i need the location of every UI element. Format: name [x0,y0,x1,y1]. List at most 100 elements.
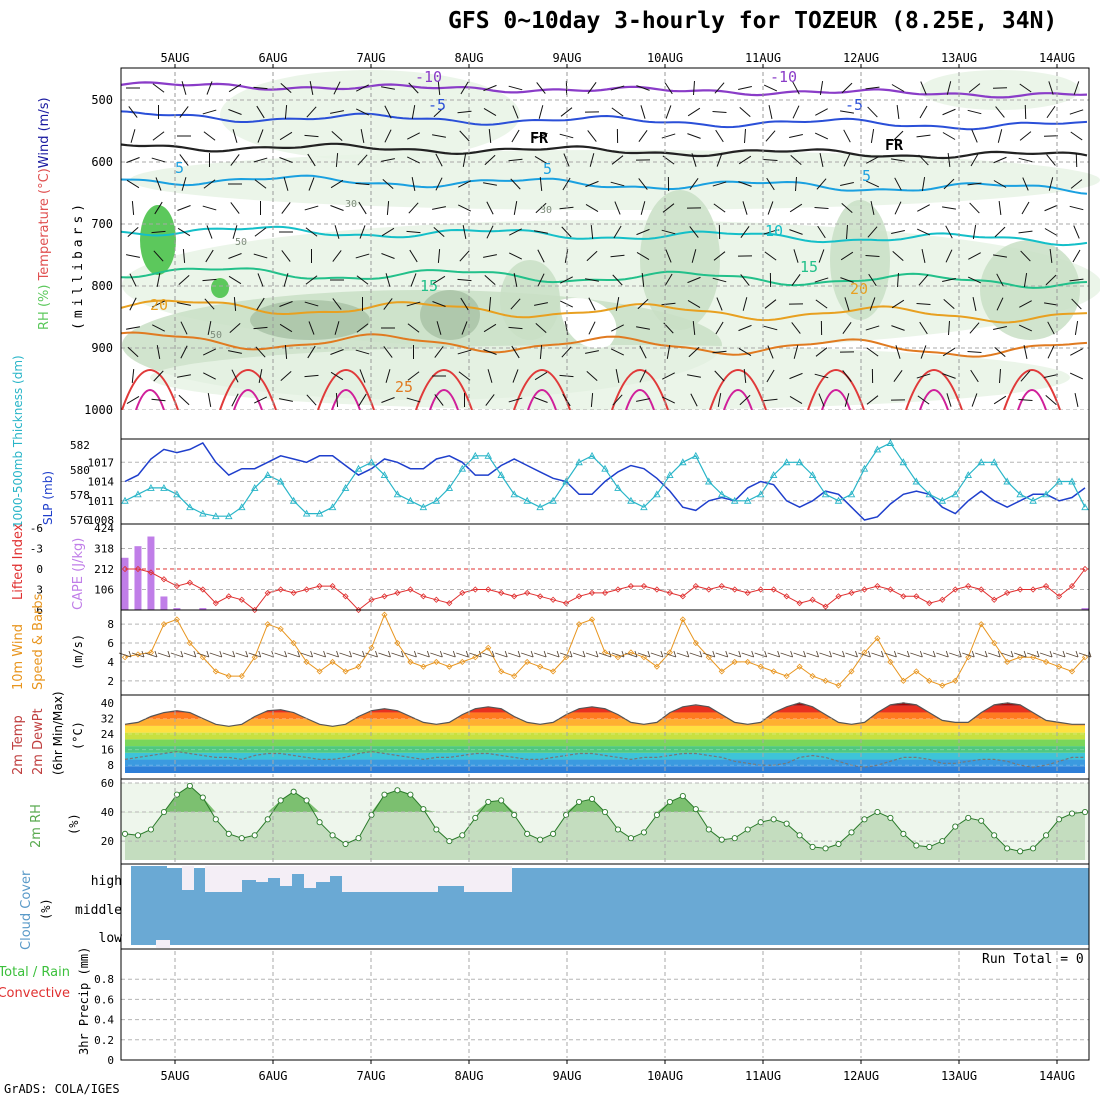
wind-speed-point [160,621,167,628]
thickness-point [302,509,311,517]
lifted-index-point [160,576,167,583]
wind-barb [766,177,775,191]
wind-barb [919,105,928,119]
thickness-point [938,496,947,504]
wind-speed-point [835,682,842,689]
slp-series-line [124,442,1086,521]
wind-barb [865,180,880,188]
wind-barb [587,82,597,94]
wind-barb [971,129,978,143]
rh-point [563,811,570,819]
wind-barb [411,105,416,119]
wind-barb [932,650,936,658]
wind-barb [742,201,748,215]
wind-barb [814,132,829,140]
rh-shading [500,260,560,340]
wind-speed-point [1030,654,1037,661]
panel-frame [120,523,1090,611]
wind-barb [767,345,774,359]
wind-barb [307,153,316,167]
wind-barb [687,299,701,309]
wind-barb [307,345,316,359]
wind-barb [203,372,216,380]
wind-barb [560,107,573,117]
thickness-point [873,445,882,453]
cloud-gap [205,878,228,892]
wind-barb [469,652,482,658]
temp-band [125,732,1085,740]
temp-tick-label: 32 [101,712,114,725]
wind-barb [1048,177,1054,191]
temp-tick-label: 16 [101,744,114,757]
wind-barb [153,250,164,262]
wind-barb [1072,249,1081,263]
wind-barb [816,178,827,190]
wind-speed-point [316,668,323,675]
wind-barb [407,132,420,140]
wind-speed-point [472,654,479,661]
wind-barb [942,108,956,116]
wind-barb [510,178,521,190]
thickness-point [808,471,817,479]
wind-barb [967,109,982,115]
thickness-point [1016,490,1024,498]
cloud-gap [292,866,304,874]
rh-point [796,832,803,839]
thickness-point [769,471,778,479]
wind-barb [457,204,472,212]
wind-barb [814,373,829,379]
wind-barb [585,203,599,213]
wind-speed-point [874,635,881,642]
rh-point [277,797,284,804]
wind-barb [177,374,191,378]
wind-barb [818,249,825,263]
wind-speed-point [459,658,466,666]
rh-point [576,798,583,805]
slp-tick-label: 1014 [88,476,115,489]
wind-barb [764,299,777,309]
wind-barb [590,224,594,240]
chart-title: GFS 0~10day 3-hourly for TOZEUR (8.25E, … [448,8,1058,34]
wind-barb [181,81,187,95]
thickness-point [354,464,363,472]
wind-axis-unit: (m/s) [71,634,85,670]
rh-point [537,836,544,843]
wind-speed-point [900,677,907,684]
cloud-cover-area [131,866,167,892]
thickness-point [964,471,973,479]
wind-barb [304,205,319,211]
wind-barb [614,201,621,215]
rh-point [861,816,868,823]
wind-barb [1019,131,1032,141]
wind-barb [488,128,492,144]
wind-barb [998,200,1002,216]
wind-barb [970,153,979,167]
wind-barb [936,652,949,658]
wind-barb [611,155,624,165]
wind-barb [486,225,494,239]
lifted-index-point [394,589,401,596]
wind-barb [245,650,249,658]
wind-barb [665,249,672,263]
day-label-top: 9AUG [553,51,582,65]
wind-barb [763,229,778,235]
wind-barb [715,321,724,335]
wind-barb [613,225,622,239]
wind-barb [306,394,317,406]
thickness-point [847,490,856,498]
wind-barb [330,349,344,355]
wind-barb [650,652,664,658]
lifted-index-point [913,593,920,600]
wind-barb [482,652,495,658]
lifted-index-point [1004,589,1011,596]
wind-barb [891,84,905,92]
wind-barb [126,395,140,405]
wind-barb [534,397,548,403]
rh-point [1017,848,1024,855]
wind-barb [336,650,339,658]
wind-barb [1018,324,1033,332]
temperature-contour [120,267,1088,289]
rh2m-panel: 60 40 20 2m RH (%) [29,777,1089,860]
wind-barb [844,297,850,311]
wind-barb [942,206,956,210]
